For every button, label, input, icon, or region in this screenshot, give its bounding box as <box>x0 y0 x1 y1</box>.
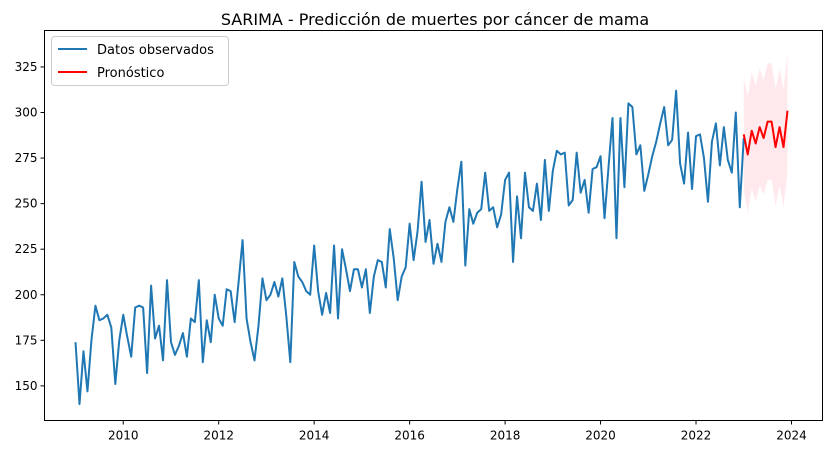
y-tick-label: 275 <box>15 151 38 165</box>
y-tick-label: 250 <box>15 197 38 211</box>
legend-label-pronostico: Pronóstico <box>97 66 164 81</box>
axes-layer: 2010 2012 2014 2016 2018 2020 2022 2024 150 175 20… <box>15 30 823 443</box>
x-tick-label: 2010 <box>108 429 139 443</box>
series-line-pronostico <box>742 110 789 156</box>
x-tick-label: 2024 <box>776 429 807 443</box>
y-tick-label: 150 <box>15 379 38 393</box>
plot-area <box>44 30 823 421</box>
legend-box <box>51 36 229 86</box>
x-tick-label: 2020 <box>585 429 616 443</box>
y-tick-label: 200 <box>15 288 38 302</box>
y-tick-label: 225 <box>15 242 38 256</box>
x-tick-label: 2018 <box>490 429 521 443</box>
legend: Datos observados Pronóstico <box>51 36 229 86</box>
x-tick-label: 2016 <box>394 429 425 443</box>
legend-label-observados: Datos observados <box>97 43 214 58</box>
x-tick-label: 2012 <box>203 429 234 443</box>
chart-title: SARIMA - Predicción de muertes por cánce… <box>221 10 649 29</box>
axes-frame <box>44 30 823 421</box>
y-tick-label: 300 <box>15 106 38 120</box>
y-tick-label: 325 <box>15 60 38 74</box>
y-tick-label: 175 <box>15 333 38 347</box>
x-tick-label: 2022 <box>681 429 712 443</box>
series-layer <box>74 89 789 406</box>
x-tick-label: 2014 <box>299 429 330 443</box>
